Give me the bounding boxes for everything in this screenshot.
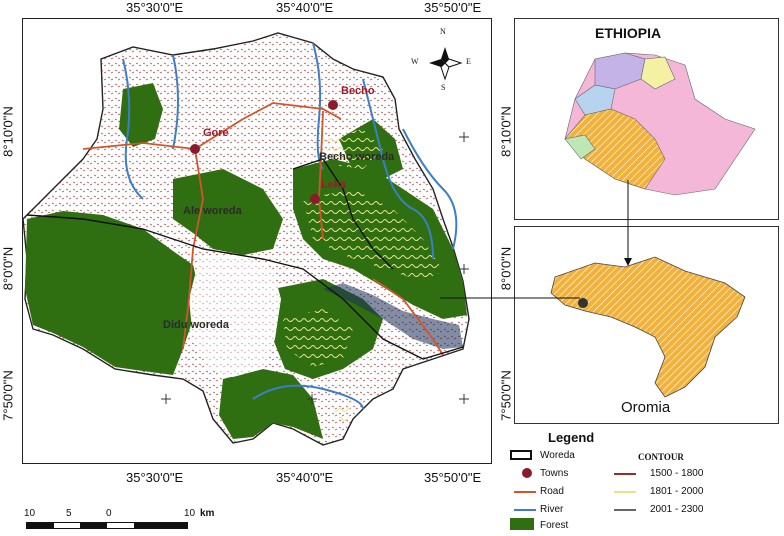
town-label-leka: Leka [321, 179, 347, 191]
scale-tick-5: 5 [66, 508, 72, 519]
town-gore [190, 144, 200, 154]
left-coord-1: 8°10'0"N [0, 106, 16, 157]
town-becho [328, 100, 338, 110]
bottom-coord-1: 35°30'0"E [126, 470, 184, 485]
left-coord-3: 7°50'0"N [0, 370, 16, 421]
woreda-boundaries [26, 158, 464, 360]
river-legend-icon [514, 509, 536, 511]
inset-ethiopia-title: ETHIOPIA [595, 25, 662, 41]
contour-title: CONTOUR [638, 452, 684, 462]
oromia-right-coord-1: 8°0'0"N [498, 246, 514, 291]
scale-tick-10-right: 10 [184, 508, 196, 519]
bottom-coord-2: 35°40'0"E [276, 470, 334, 485]
woreda-legend-icon [510, 450, 532, 460]
legend-forest: Forest [540, 520, 569, 531]
woreda-label-ale: Ale woreda [183, 205, 242, 217]
compass-n: N [440, 27, 446, 36]
compass-rose-icon [429, 47, 463, 81]
contour-high-label: 2001 - 2300 [650, 504, 704, 515]
scale-tick-10-left: 10 [24, 508, 36, 519]
rivers [122, 42, 458, 410]
oromia-map-graphic [550, 256, 746, 398]
scale-tick-0: 0 [106, 508, 112, 519]
top-coord-2: 35°40'0"E [276, 0, 334, 15]
left-coord-2: 8°0'0"N [0, 246, 16, 291]
scale-unit: km [200, 508, 215, 519]
legend-woreda: Woreda [540, 450, 575, 461]
forest-legend-icon [510, 518, 534, 530]
ethiopia-right-coord: 8°10'0"N [498, 106, 514, 157]
oromia-right-coord-2: 7°50'0"N [498, 370, 514, 421]
woreda-label-didu: Didu woreda [163, 319, 230, 331]
inset-ethiopia: ETHIOPIA [514, 18, 779, 220]
scale-bar [26, 522, 188, 529]
bottom-coord-3: 35°50'0"E [424, 470, 482, 485]
contour-high-icon [614, 509, 636, 511]
contour-low-label: 1500 - 1800 [650, 468, 704, 479]
roads [82, 102, 444, 356]
inset-oromia: Oromia [514, 226, 779, 424]
compass-w: W [411, 57, 419, 66]
main-map: N S E W Gore Becho Leka Ale woreda Becho… [22, 18, 492, 464]
ethiopia-map-graphic [564, 52, 756, 196]
town-leka [310, 194, 320, 204]
legend-road: Road [540, 486, 564, 497]
main-map-graphic [23, 32, 470, 446]
contour-mid-icon [614, 491, 636, 493]
legend-river: River [540, 504, 564, 515]
top-coord-3: 35°50'0"E [424, 0, 482, 15]
inset-oromia-name: Oromia [621, 399, 671, 416]
oromia-region [550, 256, 746, 398]
study-area-marker [578, 298, 588, 308]
woreda-label-becho: Becho woreda [319, 151, 395, 163]
contour-mid-label: 1801 - 2000 [650, 486, 704, 497]
legend: Legend Woreda Towns Road River Forest CO… [510, 430, 780, 536]
legend-towns: Towns [540, 468, 569, 479]
legend-title: Legend [548, 430, 595, 445]
town-label-becho: Becho [341, 85, 375, 97]
contour-low-icon [614, 473, 636, 475]
town-legend-icon [522, 468, 532, 478]
town-label-gore: Gore [203, 127, 229, 139]
top-coord-1: 35°30'0"E [126, 0, 184, 15]
compass-s: S [441, 83, 446, 92]
road-legend-icon [514, 491, 536, 493]
compass-e: E [466, 57, 471, 66]
